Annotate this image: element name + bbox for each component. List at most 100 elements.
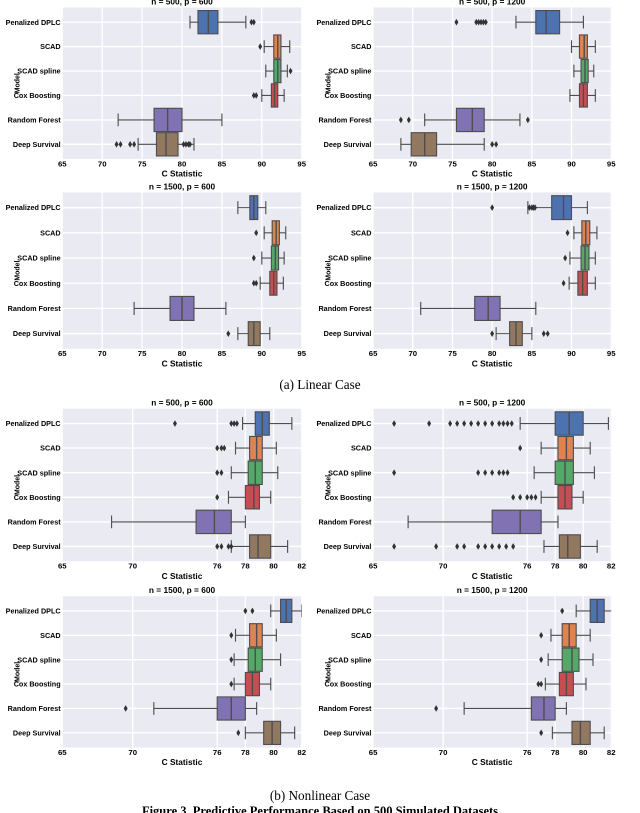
svg-text:SCAD spline: SCAD spline bbox=[17, 655, 60, 664]
svg-text:75: 75 bbox=[138, 159, 147, 168]
svg-text:85: 85 bbox=[218, 349, 227, 358]
svg-text:78: 78 bbox=[241, 562, 250, 571]
svg-text:65: 65 bbox=[58, 349, 67, 358]
svg-text:80: 80 bbox=[579, 748, 588, 757]
svg-text:70: 70 bbox=[408, 159, 417, 168]
svg-text:Model: Model bbox=[325, 261, 332, 281]
svg-text:n = 1500, p = 600: n = 1500, p = 600 bbox=[149, 585, 216, 595]
svg-text:n = 1500, p = 600: n = 1500, p = 600 bbox=[149, 181, 216, 191]
svg-text:70: 70 bbox=[439, 562, 448, 571]
svg-text:75: 75 bbox=[448, 159, 457, 168]
svg-text:Deep Survival: Deep Survival bbox=[324, 728, 372, 737]
svg-text:C Statistic: C Statistic bbox=[472, 757, 513, 767]
svg-text:78: 78 bbox=[551, 562, 560, 571]
svg-text:Model: Model bbox=[14, 475, 21, 495]
svg-text:C Statistic: C Statistic bbox=[162, 571, 203, 581]
svg-text:C Statistic: C Statistic bbox=[162, 757, 203, 767]
svg-text:Model: Model bbox=[325, 475, 332, 495]
svg-text:Penalized DPLC: Penalized DPLC bbox=[316, 419, 372, 428]
svg-text:Random Forest: Random Forest bbox=[318, 704, 372, 713]
svg-text:75: 75 bbox=[448, 349, 457, 358]
svg-text:65: 65 bbox=[58, 748, 67, 757]
svg-text:Model: Model bbox=[14, 73, 21, 93]
svg-text:85: 85 bbox=[528, 159, 537, 168]
svg-text:SCAD: SCAD bbox=[40, 228, 60, 237]
svg-text:Penalized DPLC: Penalized DPLC bbox=[6, 607, 62, 616]
svg-text:80: 80 bbox=[178, 159, 187, 168]
svg-text:C Statistic: C Statistic bbox=[162, 169, 203, 179]
svg-text:SCAD: SCAD bbox=[351, 42, 371, 51]
svg-text:Random Forest: Random Forest bbox=[318, 518, 372, 527]
svg-text:65: 65 bbox=[369, 159, 378, 168]
svg-text:82: 82 bbox=[297, 748, 306, 757]
svg-text:Penalized DPLC: Penalized DPLC bbox=[6, 419, 62, 428]
svg-text:85: 85 bbox=[528, 349, 537, 358]
svg-text:70: 70 bbox=[408, 349, 417, 358]
svg-text:65: 65 bbox=[58, 562, 67, 571]
svg-text:n = 500, p = 1200: n = 500, p = 1200 bbox=[459, 0, 526, 6]
svg-text:65: 65 bbox=[369, 748, 378, 757]
svg-text:Penalized DPLC: Penalized DPLC bbox=[316, 18, 372, 27]
svg-text:82: 82 bbox=[607, 748, 616, 757]
svg-text:Deep Survival: Deep Survival bbox=[13, 140, 61, 149]
svg-text:70: 70 bbox=[98, 159, 107, 168]
svg-text:n = 500, p = 1200: n = 500, p = 1200 bbox=[459, 398, 526, 408]
svg-text:C Statistic: C Statistic bbox=[162, 358, 203, 368]
svg-text:80: 80 bbox=[178, 349, 187, 358]
svg-text:Deep Survival: Deep Survival bbox=[13, 329, 61, 338]
svg-text:95: 95 bbox=[297, 159, 306, 168]
svg-text:82: 82 bbox=[607, 562, 616, 571]
svg-text:Deep Survival: Deep Survival bbox=[324, 542, 372, 551]
svg-text:(b) Nonlinear Case: (b) Nonlinear Case bbox=[270, 788, 370, 803]
svg-text:Deep Survival: Deep Survival bbox=[324, 140, 372, 149]
svg-text:Model: Model bbox=[325, 73, 332, 93]
svg-text:SCAD spline: SCAD spline bbox=[328, 67, 371, 76]
svg-text:Penalized DPLC: Penalized DPLC bbox=[316, 607, 372, 616]
svg-text:Deep Survival: Deep Survival bbox=[324, 329, 372, 338]
svg-text:76: 76 bbox=[213, 748, 222, 757]
svg-text:SCAD: SCAD bbox=[40, 631, 60, 640]
svg-text:n = 1500, p = 1200: n = 1500, p = 1200 bbox=[457, 181, 528, 191]
svg-text:SCAD spline: SCAD spline bbox=[17, 468, 60, 477]
svg-text:65: 65 bbox=[58, 159, 67, 168]
svg-text:90: 90 bbox=[567, 349, 576, 358]
svg-text:SCAD: SCAD bbox=[351, 444, 371, 453]
svg-text:80: 80 bbox=[488, 159, 497, 168]
svg-text:(a) Linear Case: (a) Linear Case bbox=[279, 377, 360, 392]
svg-text:n = 500, p = 600: n = 500, p = 600 bbox=[151, 0, 213, 6]
svg-text:SCAD spline: SCAD spline bbox=[17, 67, 60, 76]
svg-text:75: 75 bbox=[138, 349, 147, 358]
svg-text:SCAD spline: SCAD spline bbox=[328, 254, 371, 263]
svg-text:Penalized DPLC: Penalized DPLC bbox=[6, 18, 62, 27]
svg-text:90: 90 bbox=[257, 159, 266, 168]
svg-text:80: 80 bbox=[579, 562, 588, 571]
svg-text:SCAD: SCAD bbox=[351, 631, 371, 640]
svg-text:90: 90 bbox=[257, 349, 266, 358]
svg-text:78: 78 bbox=[241, 748, 250, 757]
svg-text:SCAD: SCAD bbox=[351, 228, 371, 237]
svg-text:Random Forest: Random Forest bbox=[8, 518, 62, 527]
svg-text:70: 70 bbox=[128, 748, 137, 757]
svg-text:Model: Model bbox=[14, 261, 21, 281]
svg-text:SCAD spline: SCAD spline bbox=[17, 254, 60, 263]
svg-text:65: 65 bbox=[369, 349, 378, 358]
svg-text:78: 78 bbox=[551, 748, 560, 757]
svg-text:Random Forest: Random Forest bbox=[8, 116, 62, 125]
svg-text:Deep Survival: Deep Survival bbox=[13, 728, 61, 737]
svg-text:76: 76 bbox=[213, 562, 222, 571]
svg-text:C Statistic: C Statistic bbox=[472, 571, 513, 581]
svg-text:Penalized DPLC: Penalized DPLC bbox=[316, 203, 372, 212]
svg-text:90: 90 bbox=[567, 159, 576, 168]
svg-text:Model: Model bbox=[14, 662, 21, 682]
svg-text:82: 82 bbox=[297, 562, 306, 571]
svg-text:SCAD: SCAD bbox=[40, 444, 60, 453]
svg-text:SCAD: SCAD bbox=[40, 42, 60, 51]
svg-text:80: 80 bbox=[269, 748, 278, 757]
svg-text:70: 70 bbox=[128, 562, 137, 571]
svg-text:70: 70 bbox=[98, 349, 107, 358]
svg-text:n = 1500, p = 1200: n = 1500, p = 1200 bbox=[457, 585, 528, 595]
svg-text:Random Forest: Random Forest bbox=[318, 304, 372, 313]
svg-text:65: 65 bbox=[369, 562, 378, 571]
svg-text:C Statistic: C Statistic bbox=[472, 169, 513, 179]
svg-text:Penalized DPLC: Penalized DPLC bbox=[6, 203, 62, 212]
